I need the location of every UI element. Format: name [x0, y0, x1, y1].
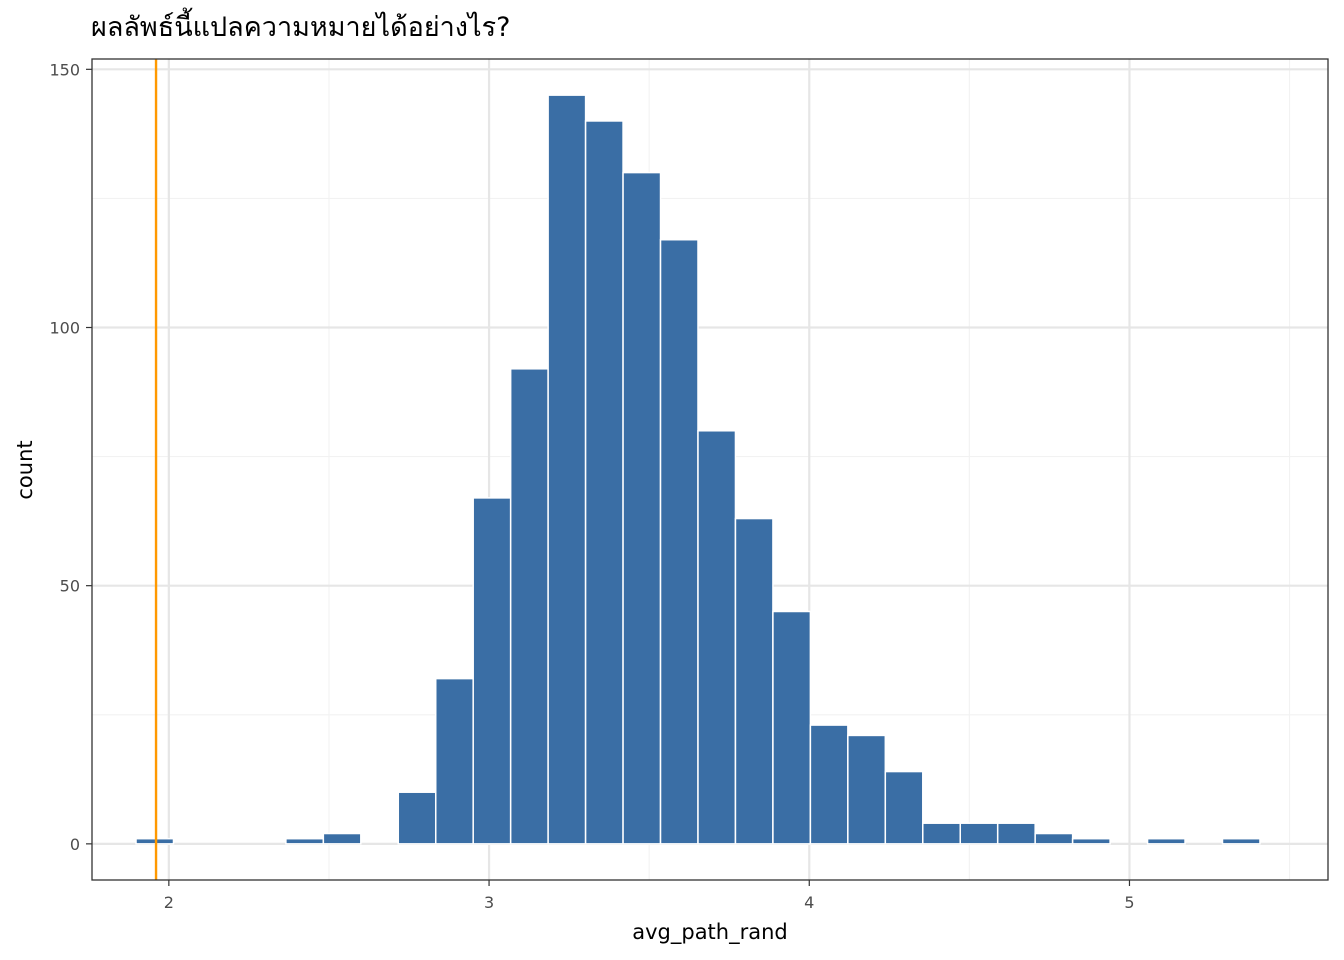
x-axis-title: avg_path_rand [632, 920, 788, 945]
y-tick-label: 0 [70, 835, 80, 854]
y-tick-label: 50 [60, 577, 80, 596]
histogram-bar [434, 677, 474, 845]
y-tick-label: 100 [49, 319, 80, 338]
histogram-bar [1146, 837, 1186, 845]
histogram-bar [809, 724, 849, 845]
histogram-bar [322, 832, 362, 845]
histogram-bar [659, 238, 699, 845]
x-tick-label: 4 [804, 893, 814, 912]
histogram-bar [734, 517, 774, 845]
histogram-bar [884, 770, 924, 845]
x-axis: 2 3 4 5 [164, 880, 1135, 912]
histogram-bar [547, 94, 587, 845]
histogram-bar [397, 791, 437, 845]
histogram-bar [772, 610, 812, 845]
histogram-bar [1034, 832, 1074, 845]
histogram-bar [622, 171, 662, 845]
histogram-bar [584, 120, 624, 845]
histogram-bar [509, 368, 549, 845]
histogram-bar [285, 837, 325, 845]
y-tick-label: 150 [49, 60, 80, 79]
panel-border [91, 58, 1329, 881]
x-tick-label: 3 [484, 893, 494, 912]
histogram-bar [959, 822, 999, 845]
x-tick-label: 5 [1124, 893, 1134, 912]
histogram-bar [697, 430, 737, 845]
histogram-bar [1221, 837, 1261, 845]
y-axis: 0 50 100 150 [49, 60, 92, 854]
histogram-bar [847, 734, 887, 845]
histogram-bars [135, 94, 1261, 845]
histogram-bar [1071, 837, 1111, 845]
histogram-bar [135, 837, 175, 845]
x-tick-label: 2 [164, 893, 174, 912]
y-axis-title: count [13, 440, 37, 499]
histogram-bar [472, 497, 512, 845]
histogram-bar [996, 822, 1036, 845]
chart-title: ผลลัพธ์นี้แปลความหมายได้อย่างไร? [91, 7, 510, 43]
histogram-bar [922, 822, 961, 845]
